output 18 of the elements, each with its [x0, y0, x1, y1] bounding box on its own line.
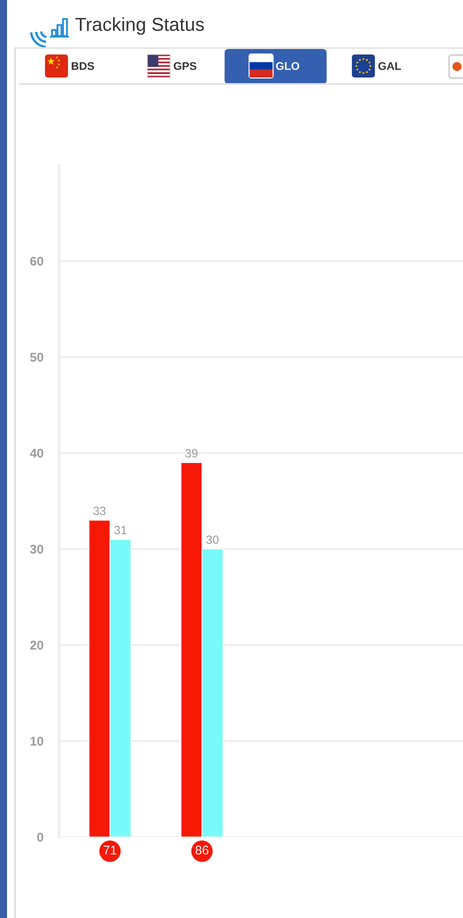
- x-tick-label: 86: [196, 846, 208, 855]
- data-label: 33: [93, 506, 106, 516]
- y-tick-label: 50: [30, 352, 44, 362]
- data-label: 39: [185, 449, 198, 458]
- y-tick-label: 10: [30, 736, 44, 746]
- text: GLO: [276, 62, 300, 70]
- x-tick-label: 71: [104, 846, 116, 854]
- data-label: 31: [114, 526, 126, 534]
- y-tick-label: 20: [30, 640, 44, 650]
- text: GAL: [378, 62, 402, 70]
- y-tick-label: 60: [30, 256, 44, 266]
- chart-title: Tracking Status: [75, 17, 204, 35]
- y-tick-label: 0: [37, 832, 44, 842]
- text: BDS: [72, 62, 94, 70]
- data-label: 30: [206, 536, 219, 544]
- y-tick-label: 30: [30, 544, 44, 554]
- y-tick-label: 40: [30, 448, 44, 458]
- text: GPS: [174, 62, 196, 70]
